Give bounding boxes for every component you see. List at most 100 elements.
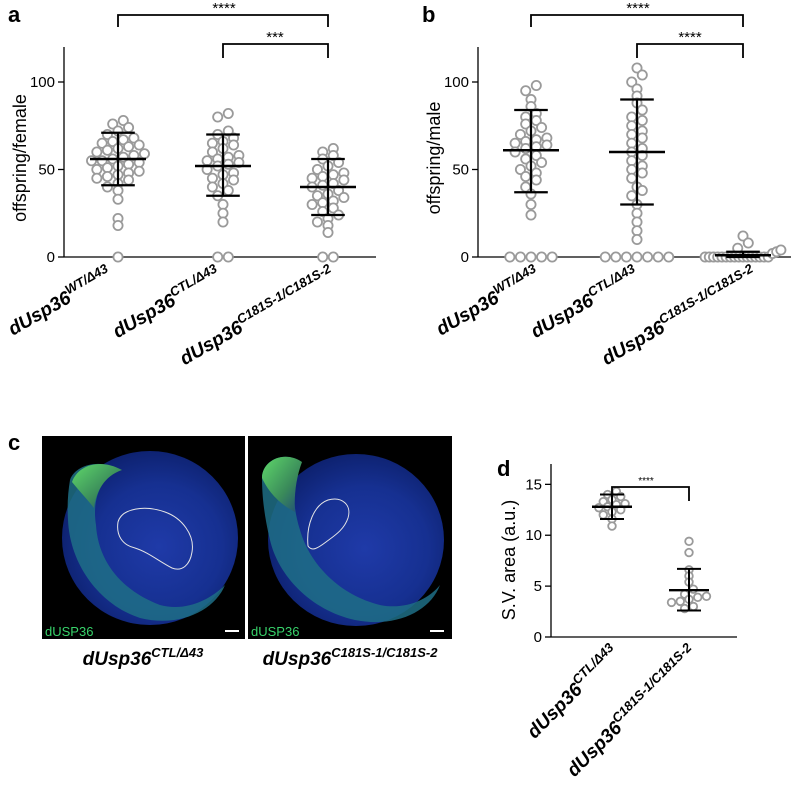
panel-b-data-point bbox=[663, 251, 675, 263]
panel-d-data-point bbox=[684, 547, 694, 558]
panel-a-data-point bbox=[138, 148, 150, 160]
panel-a-plot-area: 0 50 100 bbox=[30, 14, 376, 266]
panel-b-data-point bbox=[520, 85, 532, 97]
panel-b-data-point bbox=[525, 209, 537, 221]
panel-b-data-point bbox=[525, 198, 537, 210]
panel-label-c: c bbox=[8, 430, 20, 455]
panel-b-data-point bbox=[525, 251, 537, 263]
panel-b-data-point bbox=[626, 111, 638, 123]
panel-b-data-point bbox=[509, 137, 521, 149]
panel-b-data-point bbox=[546, 251, 558, 263]
micrograph-ctl-caption: dUsp36CTL/Δ43 bbox=[83, 645, 204, 670]
seminal-vesicle-outline-ctl bbox=[117, 507, 193, 570]
panel-b-data-point bbox=[536, 251, 548, 263]
panel-c-micrographs: dUSP36 dUSP36 dUsp36CTL/Δ43 dUsp36C181S-… bbox=[42, 436, 452, 670]
panel-a-data-point bbox=[222, 184, 234, 196]
panel-b-data-point bbox=[642, 251, 654, 263]
panel-b-y-axis-label: offspring/male bbox=[424, 102, 444, 215]
panel-a-data-point bbox=[101, 144, 113, 156]
panel-b-significance-bracket bbox=[636, 43, 744, 58]
panel-b-data-point bbox=[631, 233, 643, 245]
panel-a-data-point bbox=[311, 163, 323, 175]
panel-label-a: a bbox=[8, 2, 21, 27]
panel-b-data-point bbox=[514, 128, 526, 140]
panel-a-data-point bbox=[107, 118, 119, 130]
panel-a-data-point bbox=[123, 141, 135, 153]
panel-label-d: d bbox=[497, 456, 510, 481]
panel-a-data-point bbox=[217, 198, 229, 210]
panel-b-data-point bbox=[520, 142, 532, 154]
scale-bar-c181s bbox=[430, 630, 444, 632]
micrograph-c181s-channel-label: dUSP36 bbox=[251, 624, 299, 639]
panel-b-y-tick-label: 50 bbox=[452, 162, 469, 179]
panel-b-data-point bbox=[626, 163, 638, 175]
panel-d-significance: **** bbox=[638, 476, 654, 487]
panel-d-y-tick-label: 0 bbox=[534, 629, 542, 646]
panel-a-data-point bbox=[91, 163, 103, 175]
panel-a-data-point bbox=[117, 115, 129, 127]
panel-b-data-point bbox=[620, 251, 632, 263]
panel-b-data-point bbox=[509, 146, 521, 158]
panel-a-significance-bracket bbox=[117, 14, 329, 27]
panel-b-data-point bbox=[536, 156, 548, 168]
panel-a-significance-wt-vs-c181s: **** bbox=[212, 0, 236, 17]
panel-b-data-point bbox=[530, 80, 542, 92]
panel-a-data-point bbox=[317, 197, 329, 209]
panel-b-data-point bbox=[520, 170, 532, 182]
panel-a-significance-bracket bbox=[222, 43, 329, 58]
panel-a-x-label-wt: dUsp36WT/Δ43 bbox=[3, 260, 116, 340]
panel-b-data-point bbox=[626, 172, 638, 184]
panel-a-y-tick-label: 0 bbox=[47, 249, 55, 266]
panel-a-data-point bbox=[306, 172, 318, 184]
micrograph-c181s-testis bbox=[262, 454, 444, 626]
panel-b-data-point bbox=[530, 174, 542, 186]
panel-b-data-point bbox=[636, 104, 648, 116]
panel-a-data-point bbox=[206, 137, 218, 149]
panel-b-significance-bracket bbox=[530, 14, 744, 27]
panel-d-data-point bbox=[675, 596, 685, 607]
panel-b-data-point bbox=[636, 167, 648, 179]
panel-a-data-point bbox=[327, 251, 339, 263]
micrograph-c181s-caption: dUsp36C181S-1/C181S-2 bbox=[263, 645, 439, 670]
panel-b-data-point bbox=[514, 251, 526, 263]
panel-b-data-point bbox=[541, 139, 553, 151]
panel-a-data-point bbox=[222, 108, 234, 120]
panel-label-b: b bbox=[422, 2, 435, 27]
panel-a-data-point bbox=[101, 181, 113, 193]
panel-b-x-label-wt: dUsp36WT/Δ43 bbox=[431, 260, 544, 340]
panel-a-data-point bbox=[133, 139, 145, 151]
panel-a-data-point bbox=[327, 169, 339, 181]
panel-a-data-point bbox=[228, 174, 240, 186]
micrograph-ctl-channel-label: dUSP36 bbox=[45, 624, 93, 639]
panel-b-data-point bbox=[626, 128, 638, 140]
panel-a-data-point bbox=[228, 139, 240, 151]
panel-a-y-axis-label: offspring/female bbox=[10, 94, 30, 222]
panel-b-significance-ctl-vs-c181s: **** bbox=[678, 29, 702, 46]
panel-b-data-point bbox=[652, 251, 664, 263]
panel-b-plot-area: 0 50 100 bbox=[444, 14, 791, 266]
panel-a-data-point bbox=[96, 137, 108, 149]
panel-b-data-point bbox=[504, 251, 516, 263]
panel-a-data-point bbox=[338, 191, 350, 203]
panel-a-data-point bbox=[206, 146, 218, 158]
panel-a-data-point bbox=[317, 179, 329, 191]
panel-a-data-point bbox=[91, 172, 103, 184]
panel-a-data-point bbox=[222, 125, 234, 137]
panel-a-chart: 0 50 100 offspring/female **** *** dUsp36W… bbox=[3, 0, 376, 370]
panel-a-data-point bbox=[101, 162, 113, 174]
panel-d-y-tick-label: 15 bbox=[525, 476, 542, 493]
panel-a-data-point bbox=[212, 111, 224, 123]
panel-a-data-point bbox=[112, 219, 124, 231]
panel-b-data-point bbox=[737, 230, 749, 242]
panel-b-x-label-ctl: dUsp36CTL/Δ43 bbox=[525, 260, 643, 342]
panel-b-data-point bbox=[636, 132, 648, 144]
panel-a-data-point bbox=[306, 198, 318, 210]
panel-a-data-point bbox=[212, 251, 224, 263]
panel-d-plot-area: 0 5 10 15 bbox=[525, 464, 737, 646]
panel-d-y-tick-label: 5 bbox=[534, 578, 542, 595]
panel-b-data-point bbox=[536, 122, 548, 134]
panel-d-data-point bbox=[684, 536, 694, 547]
panel-b-data-point bbox=[775, 244, 787, 256]
panel-a-data-point bbox=[206, 172, 218, 184]
